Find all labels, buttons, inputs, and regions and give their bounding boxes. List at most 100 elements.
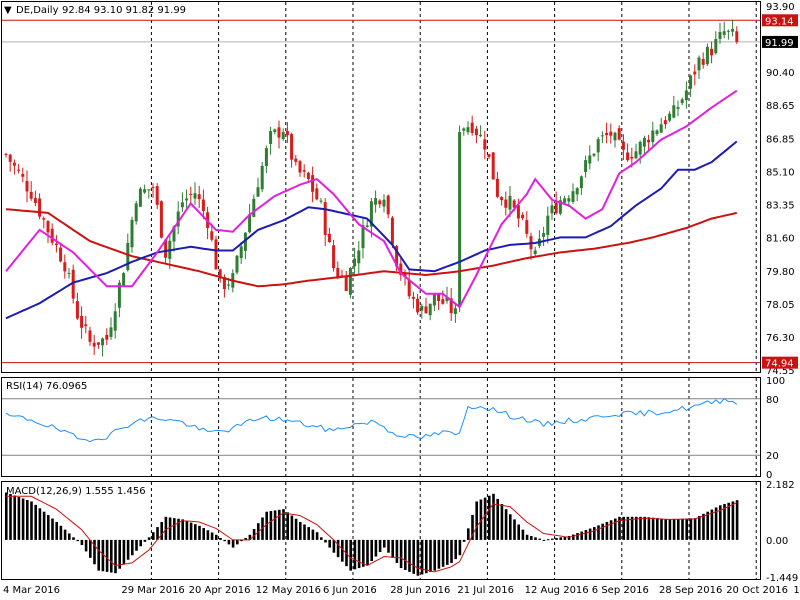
macd-bar (59, 525, 63, 540)
macd-bar (504, 509, 508, 540)
candle-body (33, 198, 37, 204)
macd-bar (668, 519, 672, 540)
date-axis-tick: 6 Sep 2016 (592, 585, 649, 596)
date-axis-tick: 11 Nov 2016 (793, 585, 800, 596)
macd-bar (467, 528, 470, 540)
candle-body (92, 342, 96, 347)
macd-bar (513, 519, 516, 540)
candle-body (600, 135, 604, 137)
date-axis-tick: 21 Jul 2016 (457, 585, 514, 596)
macd-bar (710, 509, 714, 540)
candle-body (684, 90, 688, 101)
collapse-triangle-icon[interactable]: ▼ (4, 5, 12, 16)
macd-bar (164, 516, 168, 540)
candle-body (634, 151, 638, 159)
macd-bar (114, 539, 117, 574)
candle-body (453, 308, 457, 314)
macd-bar (303, 524, 306, 540)
macd-bar (643, 516, 646, 540)
candle-body (630, 156, 634, 159)
macd-bar (471, 514, 474, 540)
macd-bar (215, 534, 218, 540)
candle-body (416, 298, 420, 313)
candle-body (189, 193, 193, 195)
macd-bar (30, 501, 33, 540)
macd-bar (341, 539, 344, 562)
macd-bar (412, 539, 415, 574)
candle-body (25, 181, 29, 192)
macd-bar (80, 539, 84, 546)
candle-body (176, 211, 180, 227)
macd-bar (450, 539, 453, 563)
candle-body (38, 198, 42, 217)
macd-bar (240, 539, 243, 542)
candle-body (584, 160, 588, 173)
candle-body (731, 28, 735, 32)
macd-bar (605, 521, 609, 540)
macd-bar (231, 539, 235, 548)
candle-body (525, 220, 529, 234)
macd-bar (656, 518, 659, 540)
candle-body (689, 75, 693, 89)
candle-body (201, 199, 205, 212)
candle-body (8, 154, 12, 162)
macd-bar (374, 539, 378, 557)
candle-body (294, 158, 298, 162)
macd-bar (618, 516, 621, 540)
candle-body (558, 200, 562, 214)
macd-bar (152, 532, 155, 540)
macd-bar (72, 537, 75, 540)
candle-body (67, 272, 71, 274)
macd-bar (324, 539, 327, 543)
ohlc-readout: 92.84 93.10 91.82 91.99 (62, 5, 186, 16)
candle-body (500, 197, 504, 201)
macd-bar (723, 504, 726, 540)
candle-body (395, 246, 399, 267)
macd-bar (294, 518, 298, 540)
macd-bar (546, 539, 550, 541)
macd-bar (9, 493, 12, 540)
candle-body (159, 201, 163, 238)
macd-bar (651, 517, 655, 540)
macd-bar (51, 518, 54, 540)
macd-bar (462, 539, 466, 542)
candle-body (50, 228, 54, 243)
sma-mid-line (5, 140, 738, 320)
candle-body (642, 137, 646, 147)
price-axis-tick: 78.05 (766, 300, 795, 311)
candle-body (113, 311, 117, 331)
candle-body (353, 258, 357, 267)
candle-body (676, 107, 680, 109)
candle-body (306, 172, 310, 180)
macd-bar (454, 539, 457, 560)
candle-body (554, 202, 558, 214)
candle-body (726, 30, 730, 32)
macd-bar (278, 509, 281, 540)
macd-bar (13, 495, 16, 540)
macd-bar (177, 518, 180, 540)
candle-body (470, 122, 474, 133)
macd-bar (408, 539, 411, 572)
macd-plot (5, 492, 739, 576)
rsi-axis-tick: 0 (766, 470, 772, 481)
rsi-plot (2, 397, 760, 456)
macd-bar (609, 520, 613, 540)
macd-axis-tick: 0.00 (766, 536, 788, 547)
candle-body (609, 131, 613, 136)
candle-body (411, 296, 415, 299)
candle-body (567, 198, 571, 202)
candle-body (235, 255, 239, 273)
macd-bar (572, 534, 575, 540)
macd-bar (122, 539, 126, 565)
macd-bar (219, 537, 222, 540)
sma-slow-line (5, 208, 738, 288)
macd-bar (269, 511, 273, 540)
macd-bar (21, 498, 25, 540)
candle-body (403, 273, 407, 278)
candle-body (546, 215, 550, 236)
macd-bar (156, 527, 159, 540)
candle-body (239, 246, 243, 259)
candle-body (281, 132, 285, 139)
macd-bar (307, 527, 310, 540)
candle-body (155, 186, 159, 205)
